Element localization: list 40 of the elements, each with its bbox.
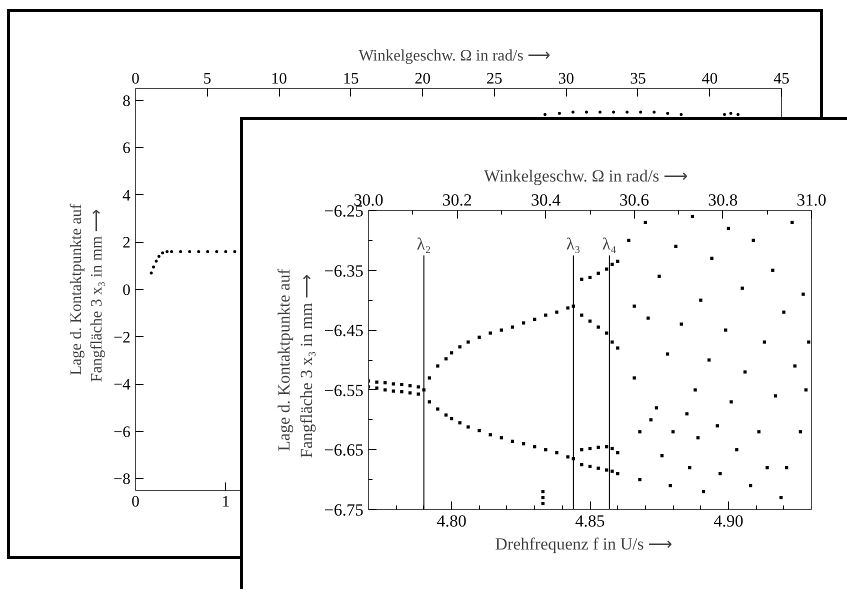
y-axis-title: Lage d. Kontaktpunkte auf Fangfläche 3 x₃ in mm ⟶ xyxy=(274,268,316,458)
x2-tick-label: 20 xyxy=(414,70,431,88)
y-tick-label: −6.45 xyxy=(324,321,364,340)
y-tick-label: −6 xyxy=(113,424,131,441)
y-tick-label: 0 xyxy=(122,282,130,299)
x2-axis-title: Winkelgeschw. Ω in rad/s ⟶ xyxy=(484,166,688,186)
x2-tick-label: 30.6 xyxy=(619,190,650,210)
x-tick-label: 4.85 xyxy=(575,512,605,530)
y-tick-label: 6 xyxy=(122,140,130,158)
x2-tick-label: 30 xyxy=(558,70,574,88)
x-tick-label: 1 xyxy=(222,494,230,510)
y-tick-label: −2 xyxy=(113,329,131,346)
x2-tick-label: 45 xyxy=(774,70,790,88)
y-axis-title: Lage d. Kontaktpunkte auf Fangfläche 3 x₃ in mm ⟶ xyxy=(68,203,106,382)
x2-tick-label: 40 xyxy=(702,70,718,88)
y-tick-label: −4 xyxy=(113,376,131,394)
y-tick-label: −8 xyxy=(113,471,131,488)
y-tick-label: 4 xyxy=(122,187,130,204)
x2-tick-label: 30.8 xyxy=(708,190,738,210)
x2-tick-label: 15 xyxy=(342,70,359,88)
y-tick-label: 2 xyxy=(122,234,130,252)
x2-tick-label: 35 xyxy=(630,70,646,88)
x-axis-title: Drehfrequenz f in U/s ⟶ xyxy=(495,534,672,554)
x-tick-label: 4.80 xyxy=(436,512,466,530)
x2-axis-title: Winkelgeschw. Ω in rad/s ⟶ xyxy=(358,48,550,64)
x2-tick-label: 10 xyxy=(271,70,288,88)
x-tick-label: 4.90 xyxy=(714,512,744,530)
ref-line-label: λ₄ xyxy=(602,234,617,254)
x2-tick-label: 5 xyxy=(203,70,212,88)
y-tick-label: −6.65 xyxy=(324,440,364,460)
y-tick-label: −6.75 xyxy=(324,500,364,520)
x2-tick-label: 25 xyxy=(486,70,502,88)
y-tick-label: −6.35 xyxy=(324,261,364,280)
ref-line-label: λ₂ xyxy=(416,234,431,254)
y-tick-label: 8 xyxy=(122,92,130,110)
x2-tick-label: 31.0 xyxy=(796,190,826,210)
y-tick-label: −6.55 xyxy=(324,380,364,400)
ref-line-label: λ₃ xyxy=(566,234,581,254)
x2-tick-label: 30.2 xyxy=(442,190,472,210)
x2-tick-label: 30.4 xyxy=(530,190,562,210)
